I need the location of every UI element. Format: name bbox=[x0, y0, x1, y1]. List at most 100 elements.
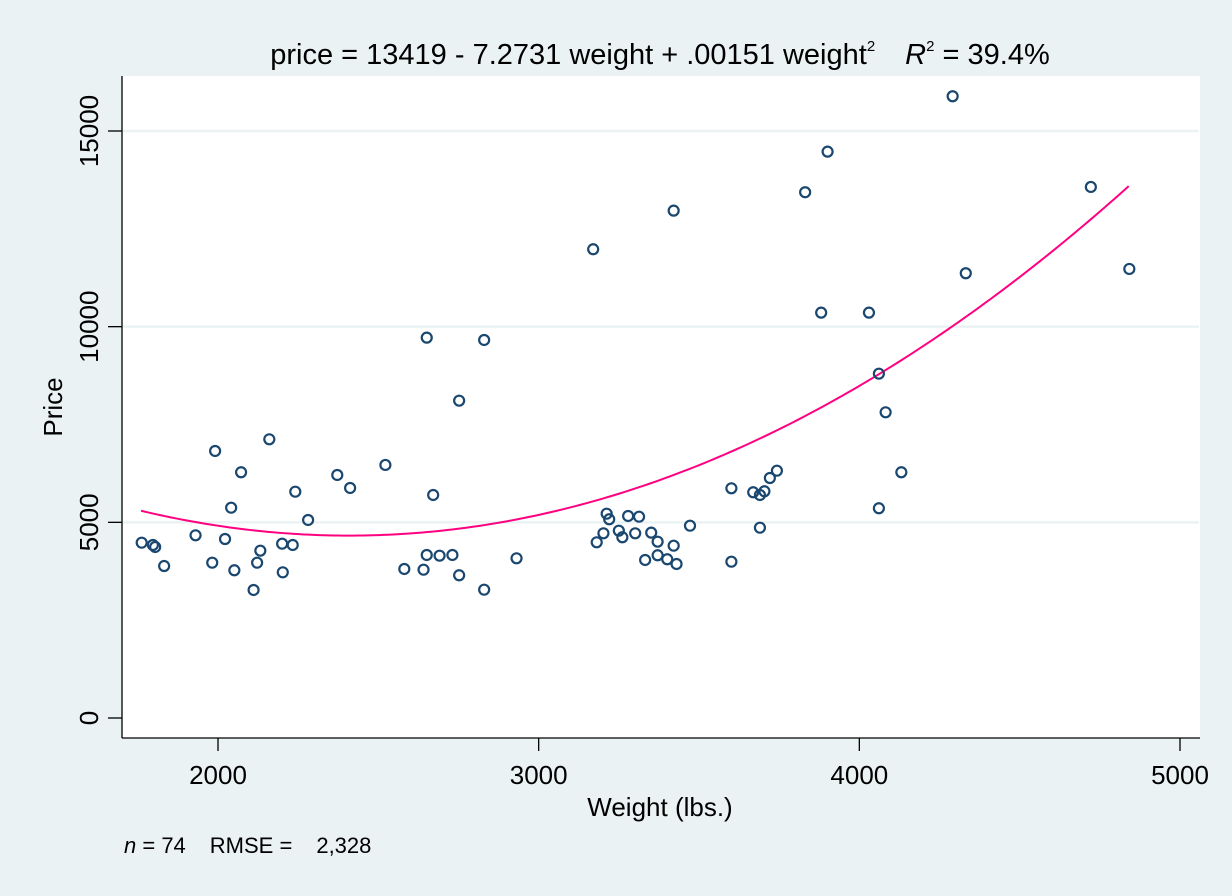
data-point bbox=[302, 513, 315, 527]
data-point bbox=[331, 468, 344, 482]
data-point bbox=[263, 433, 276, 446]
x-axis-label: Weight (lbs.) bbox=[587, 792, 732, 822]
data-point bbox=[895, 466, 908, 479]
data-point bbox=[417, 563, 430, 576]
data-point bbox=[427, 488, 440, 502]
data-point bbox=[946, 90, 959, 103]
data-point bbox=[616, 531, 629, 544]
data-point bbox=[251, 556, 264, 569]
y-tick-label: 5000 bbox=[74, 493, 104, 551]
data-point bbox=[753, 521, 767, 534]
title-sup-2: 2 bbox=[926, 38, 934, 55]
data-point bbox=[510, 552, 523, 565]
title-equation: price = 13419 - 7.2731 weight + .00151 w… bbox=[270, 39, 867, 71]
data-point bbox=[379, 458, 392, 472]
data-point bbox=[670, 557, 683, 571]
data-point bbox=[587, 243, 600, 256]
data-point bbox=[667, 539, 680, 552]
data-point bbox=[667, 204, 680, 217]
x-tick-label: 4000 bbox=[830, 760, 888, 790]
data-point bbox=[629, 527, 642, 540]
data-point bbox=[158, 559, 171, 573]
data-point bbox=[612, 524, 625, 537]
y-tick-label: 0 bbox=[74, 711, 104, 725]
data-point bbox=[420, 331, 433, 344]
data-point bbox=[959, 267, 972, 280]
data-point bbox=[758, 485, 771, 498]
data-point bbox=[149, 540, 162, 554]
x-ticks: 2000 3000 4000 5000 bbox=[189, 738, 1209, 790]
data-point bbox=[420, 548, 433, 562]
data-points bbox=[135, 90, 1136, 597]
x-tick-label: 5000 bbox=[1151, 760, 1209, 790]
data-point bbox=[879, 406, 892, 419]
data-point bbox=[1123, 262, 1136, 276]
footnote-rmse-value: 2,328 bbox=[316, 833, 371, 858]
title-sup-1: 2 bbox=[867, 38, 875, 55]
data-point bbox=[234, 466, 248, 479]
data-point bbox=[276, 566, 289, 579]
quadratic-fit-line bbox=[140, 185, 1130, 537]
data-point bbox=[725, 482, 738, 495]
data-point bbox=[872, 502, 885, 515]
y-ticks: 0 5000 10000 15000 bbox=[74, 95, 122, 725]
data-point bbox=[478, 583, 491, 596]
data-point bbox=[661, 553, 674, 566]
footnote: n = 74 RMSE = 2,328 bbox=[124, 833, 371, 858]
data-point bbox=[398, 562, 411, 576]
data-point bbox=[433, 549, 446, 562]
footnote-n-value: = 74 bbox=[136, 833, 186, 858]
data-point bbox=[651, 549, 664, 562]
fit-layer bbox=[140, 185, 1130, 537]
data-point bbox=[763, 471, 776, 485]
y-tick-label: 15000 bbox=[74, 95, 104, 167]
x-tick-label: 3000 bbox=[510, 760, 568, 790]
chart-title: price = 13419 - 7.2731 weight + .00151 w… bbox=[270, 38, 1049, 71]
data-point bbox=[206, 556, 219, 569]
data-point bbox=[344, 481, 357, 495]
data-point bbox=[862, 306, 876, 319]
axes bbox=[121, 76, 1200, 739]
data-point bbox=[453, 394, 466, 407]
data-point bbox=[725, 555, 738, 568]
data-point bbox=[209, 444, 222, 458]
footnote-n-label: n bbox=[124, 833, 136, 858]
data-point bbox=[815, 306, 828, 319]
x-tick-label: 2000 bbox=[189, 760, 247, 790]
data-point bbox=[478, 333, 491, 347]
data-point bbox=[146, 538, 159, 552]
data-point bbox=[453, 569, 466, 582]
data-point bbox=[189, 529, 202, 542]
data-point bbox=[683, 519, 697, 532]
data-point bbox=[799, 186, 812, 199]
data-point bbox=[590, 536, 603, 549]
data-point bbox=[821, 145, 834, 158]
data-point bbox=[770, 464, 784, 477]
data-point bbox=[228, 564, 241, 577]
footnote-rmse-label: RMSE = bbox=[210, 833, 293, 858]
data-point bbox=[247, 583, 260, 597]
data-point bbox=[218, 532, 232, 546]
data-point bbox=[600, 507, 613, 520]
data-point bbox=[254, 544, 267, 557]
data-point bbox=[645, 526, 658, 539]
data-point bbox=[1084, 180, 1097, 194]
data-point bbox=[289, 485, 302, 498]
title-r-label: R bbox=[905, 39, 926, 71]
data-point bbox=[135, 536, 148, 549]
gridlines bbox=[123, 129, 1199, 524]
data-point bbox=[747, 486, 760, 499]
data-point bbox=[632, 510, 646, 523]
title-r-squared: = 39.4% bbox=[934, 39, 1049, 71]
data-point bbox=[651, 535, 664, 548]
plot-area bbox=[122, 76, 1200, 738]
data-point bbox=[597, 527, 610, 540]
data-point bbox=[286, 538, 299, 552]
y-tick-label: 10000 bbox=[74, 291, 104, 363]
data-point bbox=[446, 548, 459, 562]
data-point bbox=[639, 553, 652, 567]
data-point bbox=[225, 501, 238, 514]
y-axis-label: Price bbox=[38, 377, 68, 436]
data-point bbox=[603, 513, 616, 526]
